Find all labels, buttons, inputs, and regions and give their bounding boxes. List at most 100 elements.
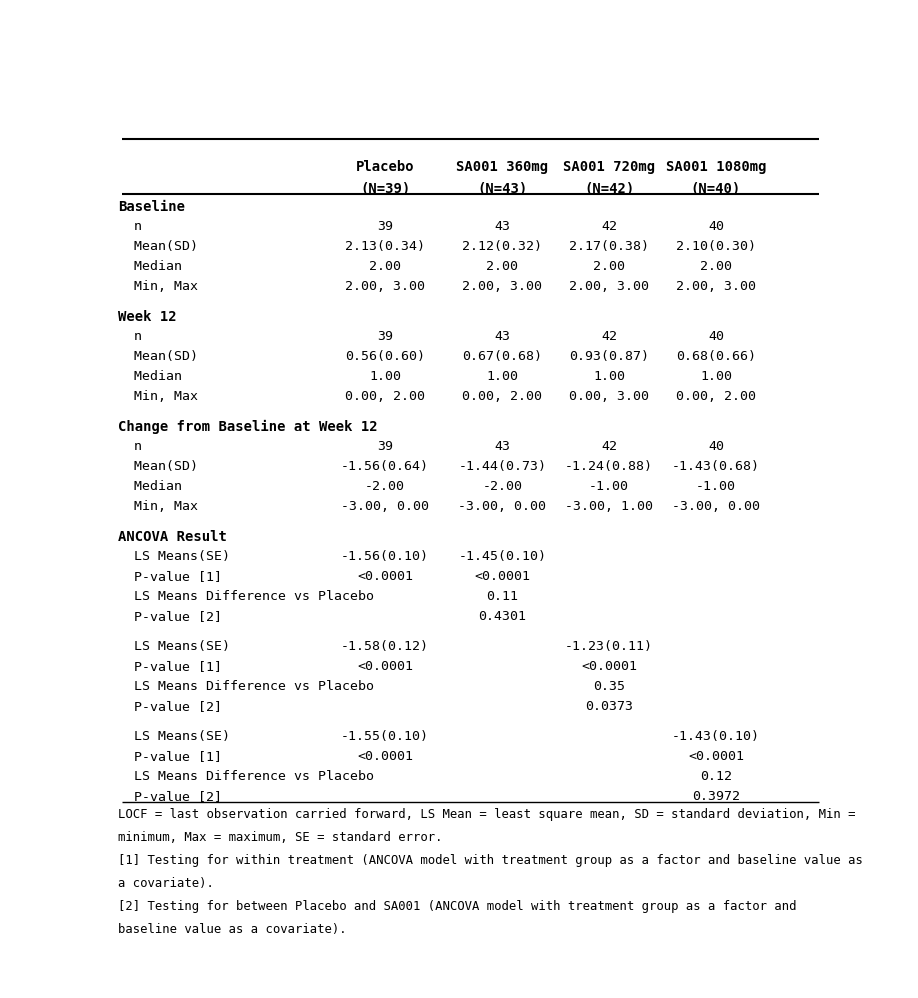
Text: Mean(SD): Mean(SD) [118, 460, 198, 473]
Text: 40: 40 [708, 440, 724, 453]
Text: -1.00: -1.00 [589, 480, 629, 493]
Text: P-value [2]: P-value [2] [118, 700, 222, 713]
Text: 40: 40 [708, 330, 724, 343]
Text: LS Means(SE): LS Means(SE) [118, 550, 230, 563]
Text: n: n [118, 440, 142, 453]
Text: -1.43(0.68): -1.43(0.68) [672, 460, 760, 473]
Text: 2.00: 2.00 [700, 260, 732, 273]
Text: -1.43(0.10): -1.43(0.10) [672, 730, 760, 743]
Text: 42: 42 [601, 330, 617, 343]
Text: -3.00, 0.00: -3.00, 0.00 [672, 500, 760, 513]
Text: LS Means Difference vs Placebo: LS Means Difference vs Placebo [118, 769, 375, 782]
Text: <0.0001: <0.0001 [357, 660, 413, 673]
Text: (N=42): (N=42) [584, 182, 634, 196]
Text: P-value [2]: P-value [2] [118, 610, 222, 623]
Text: 0.00, 2.00: 0.00, 2.00 [463, 390, 543, 403]
Text: 0.12: 0.12 [700, 769, 732, 782]
Text: -2.00: -2.00 [483, 480, 522, 493]
Text: Mean(SD): Mean(SD) [118, 241, 198, 253]
Text: Min, Max: Min, Max [118, 500, 198, 513]
Text: LS Means(SE): LS Means(SE) [118, 640, 230, 653]
Text: -1.55(0.10): -1.55(0.10) [341, 730, 429, 743]
Text: 2.12(0.32): 2.12(0.32) [463, 241, 543, 253]
Text: 0.4301: 0.4301 [478, 610, 527, 623]
Text: n: n [118, 330, 142, 343]
Text: -1.56(0.64): -1.56(0.64) [341, 460, 429, 473]
Text: SA001 1080mg: SA001 1080mg [666, 161, 767, 175]
Text: <0.0001: <0.0001 [581, 660, 637, 673]
Text: -3.00, 0.00: -3.00, 0.00 [341, 500, 429, 513]
Text: 2.00: 2.00 [369, 260, 401, 273]
Text: 1.00: 1.00 [487, 370, 519, 383]
Text: 40: 40 [708, 221, 724, 234]
Text: 42: 42 [601, 440, 617, 453]
Text: a covariate).: a covariate). [118, 877, 214, 890]
Text: Min, Max: Min, Max [118, 390, 198, 403]
Text: 2.00, 3.00: 2.00, 3.00 [345, 280, 425, 293]
Text: 0.00, 2.00: 0.00, 2.00 [345, 390, 425, 403]
Text: [2] Testing for between Placebo and SA001 (ANCOVA model with treatment group as : [2] Testing for between Placebo and SA00… [118, 900, 797, 913]
Text: (N=43): (N=43) [477, 182, 528, 196]
Text: 0.3972: 0.3972 [692, 789, 740, 802]
Text: 0.35: 0.35 [593, 680, 625, 693]
Text: Placebo: Placebo [356, 161, 414, 175]
Text: 0.11: 0.11 [487, 590, 519, 603]
Text: -3.00, 0.00: -3.00, 0.00 [458, 500, 546, 513]
Text: 2.00, 3.00: 2.00, 3.00 [569, 280, 649, 293]
Text: <0.0001: <0.0001 [357, 749, 413, 762]
Text: ANCOVA Result: ANCOVA Result [118, 530, 227, 544]
Text: -1.23(0.11): -1.23(0.11) [565, 640, 654, 653]
Text: Median: Median [118, 480, 183, 493]
Text: 0.0373: 0.0373 [585, 700, 633, 713]
Text: 2.00, 3.00: 2.00, 3.00 [463, 280, 543, 293]
Text: -1.58(0.12): -1.58(0.12) [341, 640, 429, 653]
Text: -3.00, 1.00: -3.00, 1.00 [565, 500, 654, 513]
Text: (N=40): (N=40) [691, 182, 741, 196]
Text: 2.17(0.38): 2.17(0.38) [569, 241, 649, 253]
Text: LS Means Difference vs Placebo: LS Means Difference vs Placebo [118, 590, 375, 603]
Text: 2.00: 2.00 [593, 260, 625, 273]
Text: <0.0001: <0.0001 [475, 570, 531, 583]
Text: 0.00, 3.00: 0.00, 3.00 [569, 390, 649, 403]
Text: 0.67(0.68): 0.67(0.68) [463, 350, 543, 363]
Text: 0.93(0.87): 0.93(0.87) [569, 350, 649, 363]
Text: 43: 43 [495, 221, 510, 234]
Text: 1.00: 1.00 [369, 370, 401, 383]
Text: SA001 360mg: SA001 360mg [456, 161, 549, 175]
Text: 2.10(0.30): 2.10(0.30) [676, 241, 756, 253]
Text: Change from Baseline at Week 12: Change from Baseline at Week 12 [118, 420, 378, 434]
Text: -1.45(0.10): -1.45(0.10) [458, 550, 546, 563]
Text: LS Means(SE): LS Means(SE) [118, 730, 230, 743]
Text: 1.00: 1.00 [593, 370, 625, 383]
Text: 1.00: 1.00 [700, 370, 732, 383]
Text: P-value [1]: P-value [1] [118, 570, 222, 583]
Text: P-value [2]: P-value [2] [118, 789, 222, 802]
Text: 42: 42 [601, 221, 617, 234]
Text: 43: 43 [495, 330, 510, 343]
Text: Median: Median [118, 370, 183, 383]
Text: 0.00, 2.00: 0.00, 2.00 [676, 390, 756, 403]
Text: SA001 720mg: SA001 720mg [563, 161, 655, 175]
Text: 39: 39 [377, 440, 393, 453]
Text: 43: 43 [495, 440, 510, 453]
Text: -1.44(0.73): -1.44(0.73) [458, 460, 546, 473]
Text: 39: 39 [377, 221, 393, 234]
Text: n: n [118, 221, 142, 234]
Text: 2.00, 3.00: 2.00, 3.00 [676, 280, 756, 293]
Text: Mean(SD): Mean(SD) [118, 350, 198, 363]
Text: 2.00: 2.00 [487, 260, 519, 273]
Text: 39: 39 [377, 330, 393, 343]
Text: 0.56(0.60): 0.56(0.60) [345, 350, 425, 363]
Text: <0.0001: <0.0001 [688, 749, 744, 762]
Text: P-value [1]: P-value [1] [118, 749, 222, 762]
Text: LOCF = last observation carried forward, LS Mean = least square mean, SD = stand: LOCF = last observation carried forward,… [118, 808, 856, 821]
Text: Min, Max: Min, Max [118, 280, 198, 293]
Text: -2.00: -2.00 [365, 480, 405, 493]
Text: Median: Median [118, 260, 183, 273]
Text: Week 12: Week 12 [118, 310, 177, 324]
Text: (N=39): (N=39) [360, 182, 410, 196]
Text: baseline value as a covariate).: baseline value as a covariate). [118, 923, 347, 936]
Text: minimum, Max = maximum, SE = standard error.: minimum, Max = maximum, SE = standard er… [118, 831, 442, 844]
Text: -1.56(0.10): -1.56(0.10) [341, 550, 429, 563]
Text: 2.13(0.34): 2.13(0.34) [345, 241, 425, 253]
